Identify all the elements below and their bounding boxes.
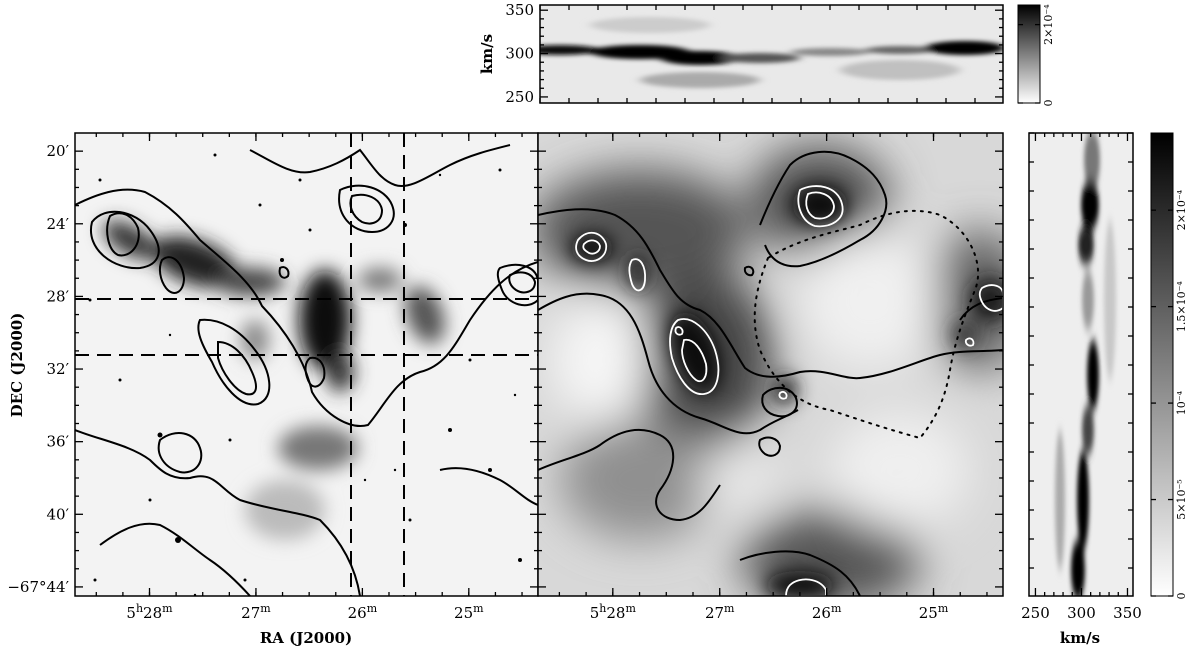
y-tick-label: 350 [505,1,534,19]
panel-right-pv: 250 300 350 0 5×10⁻⁵ 10⁻⁴ 1.5×10⁻⁴ 2×10⁻⁴ [1021,132,1188,622]
y-axis-title-left: DEC (J2000) [8,313,26,418]
panel-optical: 5h28m 27m 26m 25m 20′ 24′ 28′ 32′ 36′ 40′ −67°44′ [7,132,539,622]
x-axis-title-right: km/s [1060,629,1100,647]
y-tick-label: 20′ [47,142,70,160]
x-tick-label: 250 [1021,604,1050,622]
ticks-right: 250 300 350 [1021,132,1142,622]
colorbar-right [1150,132,1174,597]
y-tick-label: 300 [505,45,534,63]
x-tick-label: 5h28m [126,602,173,622]
dotted-outline [753,209,980,440]
x-tick-label: 25m [919,602,949,622]
colorbar-tick-label: 10⁻⁴ [1175,390,1188,415]
x-tick-label: 26m [348,602,378,622]
y-tick-label: 32′ [47,360,70,378]
right-pv-image [1055,133,1116,596]
hi-contours-left [75,144,538,596]
y-tick-label: 28′ [47,287,70,305]
colorbar-top [1017,4,1041,104]
colorbar-top-ticks: 0 2×10⁻⁴ [1018,4,1055,107]
y-tick-label: 36′ [47,433,70,451]
colorbar-tick-label: 0 [1175,593,1188,600]
y-axis-title-top: km/s [478,34,496,74]
ticks-middle: 5h28m 27m 26m 25m [538,133,1003,622]
y-tick-label: 40′ [47,505,70,523]
y-tick-label: −67°44′ [7,578,69,596]
hi-contours-white [575,185,1003,596]
x-tick-label: 350 [1113,604,1142,622]
y-tick-label: 250 [505,88,534,106]
panel-top-pv: 250 300 350 0 2×10⁻⁴ [505,1,1055,106]
colorbar-tick-label: 1.5×10⁻⁴ [1175,281,1188,333]
x-tick-label: 25m [454,602,484,622]
colorbar-right-ticks: 0 5×10⁻⁵ 10⁻⁴ 1.5×10⁻⁴ 2×10⁻⁴ [1151,189,1188,600]
colorbar-tick-label: 5×10⁻⁵ [1175,479,1188,519]
ticks-top: 250 300 350 [505,1,1003,106]
ticks-left: 5h28m 27m 26m 25m 20′ 24′ 28′ 32′ 36′ 40′ −67°44′ [7,133,538,622]
y-tick-label: 24′ [47,215,70,233]
x-axis-title-left: RA (J2000) [260,629,352,647]
dashed-cuts [75,133,538,596]
top-pv-image [540,17,1003,88]
panel-hi: 5h28m 27m 26m 25m [537,132,1004,622]
x-tick-label: 300 [1067,604,1096,622]
frame-middle [537,132,1004,597]
x-tick-label: 27m [241,602,271,622]
colorbar-tick-label: 2×10⁻⁴ [1042,4,1055,45]
hi-contours-black [538,150,1003,596]
optical-image [75,133,538,596]
x-tick-label: 26m [812,602,842,622]
hi-image [538,145,1003,596]
x-tick-label: 27m [705,602,735,622]
x-tick-label: 5h28m [590,602,637,622]
colorbar-tick-label: 2×10⁻⁴ [1175,189,1188,230]
colorbar-tick-label: 0 [1042,100,1055,107]
